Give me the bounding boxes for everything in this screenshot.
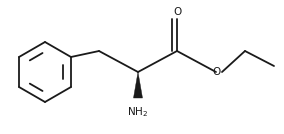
Text: O: O <box>173 7 181 16</box>
Polygon shape <box>133 72 143 98</box>
Text: O: O <box>212 67 220 77</box>
Text: NH$_2$: NH$_2$ <box>128 105 149 119</box>
